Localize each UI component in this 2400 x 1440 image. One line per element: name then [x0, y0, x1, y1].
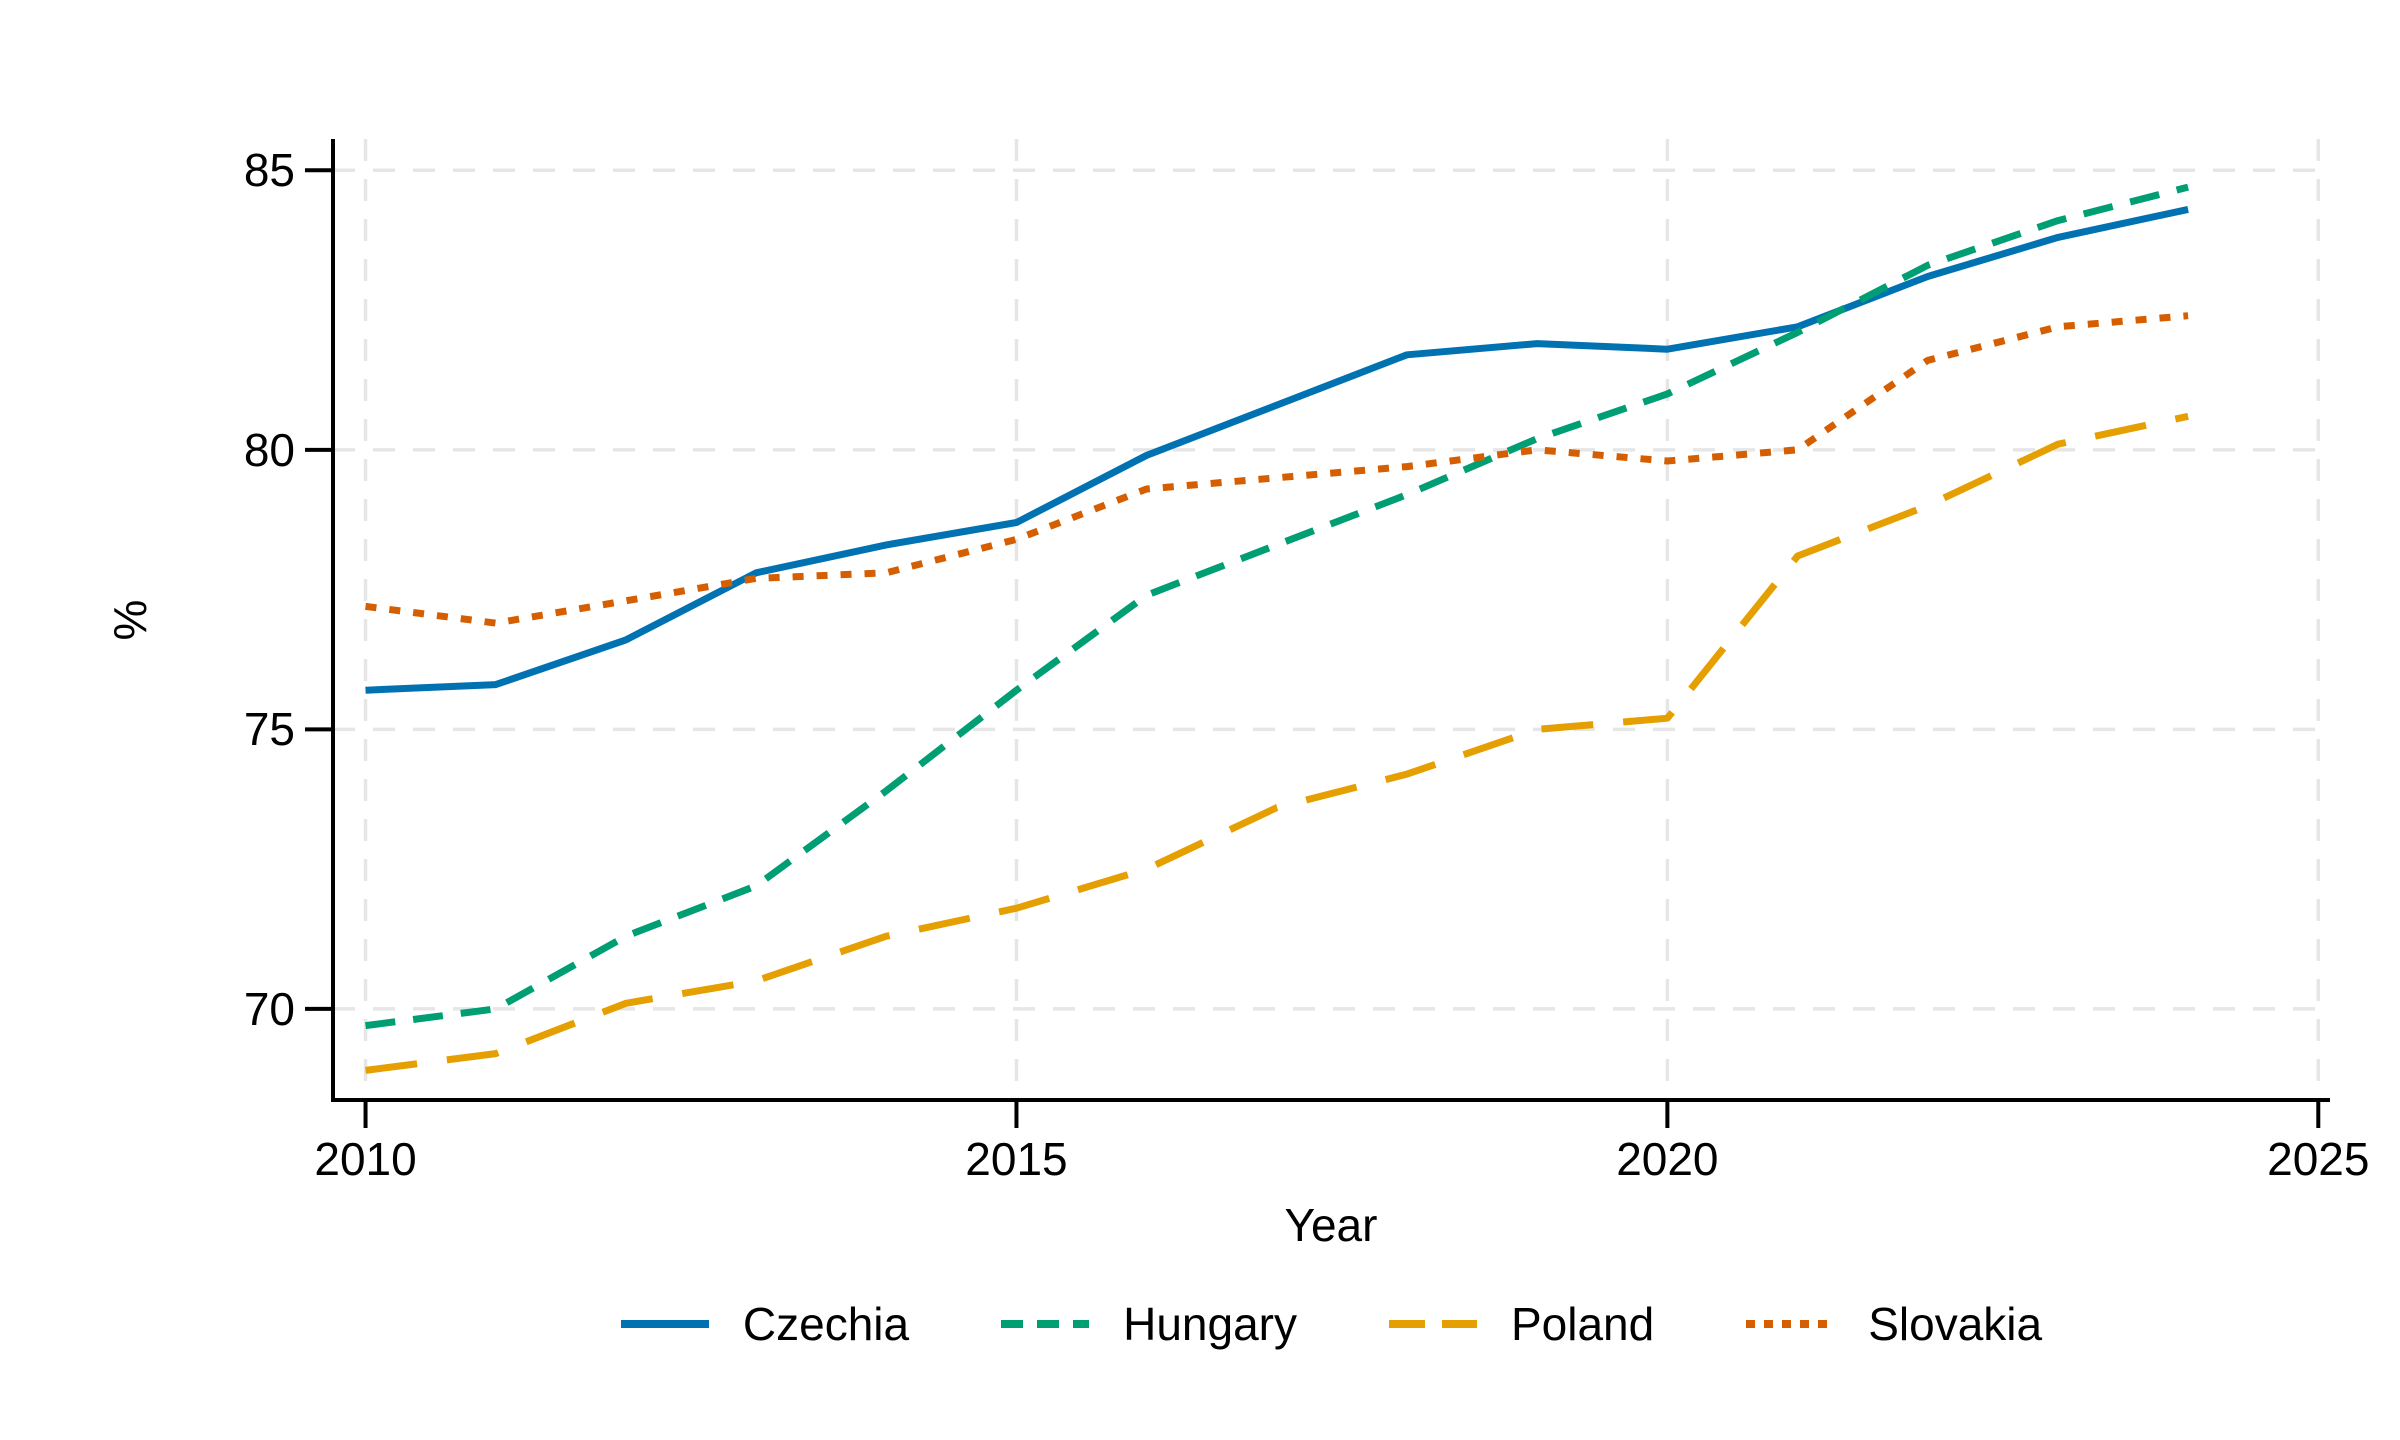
- y-tick-label-75: 75: [243, 703, 295, 756]
- legend-label-slovakia: Slovakia: [1868, 1298, 2043, 1350]
- series-line-hungary: [365, 183, 2189, 1030]
- series-line-poland: [365, 412, 2189, 1074]
- legend-swatch-slovakia-line: [1746, 1320, 1835, 1328]
- legend-item-hungary: Hungary: [1001, 1297, 1297, 1351]
- legend: Czechia Hungary Poland Slovakia: [333, 1294, 2330, 1354]
- legend-item-slovakia: Slovakia: [1746, 1297, 2042, 1351]
- x-tick-label-2010: 2010: [314, 1133, 417, 1185]
- legend-swatch-hungary-line: [1001, 1320, 1090, 1328]
- y-tick-label-80: 80: [243, 423, 295, 476]
- y-tick-label-70: 70: [243, 982, 295, 1035]
- legend-label-czechia: Czechia: [742, 1298, 910, 1350]
- legend-label-poland: Poland: [1510, 1298, 1655, 1350]
- legend-swatch-poland-line: [1388, 1320, 1477, 1328]
- legend-swatch-czechia-line: [620, 1320, 709, 1328]
- legend-label-hungary: Hungary: [1123, 1298, 1297, 1350]
- x-tick-label-2025: 2025: [2267, 1133, 2370, 1185]
- legend-item-czechia: Czechia: [620, 1297, 910, 1351]
- x-tick-label-2015: 2015: [965, 1133, 1068, 1185]
- y-axis-label: %: [104, 599, 156, 641]
- x-tick-label-2020: 2020: [1616, 1133, 1719, 1185]
- x-axis-label: Year: [1284, 1199, 1378, 1251]
- y-tick-label-85: 85: [243, 144, 295, 197]
- legend-item-poland: Poland: [1388, 1297, 1655, 1351]
- series-line-slovakia: [365, 312, 2189, 627]
- series-line-czechia: [365, 205, 2189, 694]
